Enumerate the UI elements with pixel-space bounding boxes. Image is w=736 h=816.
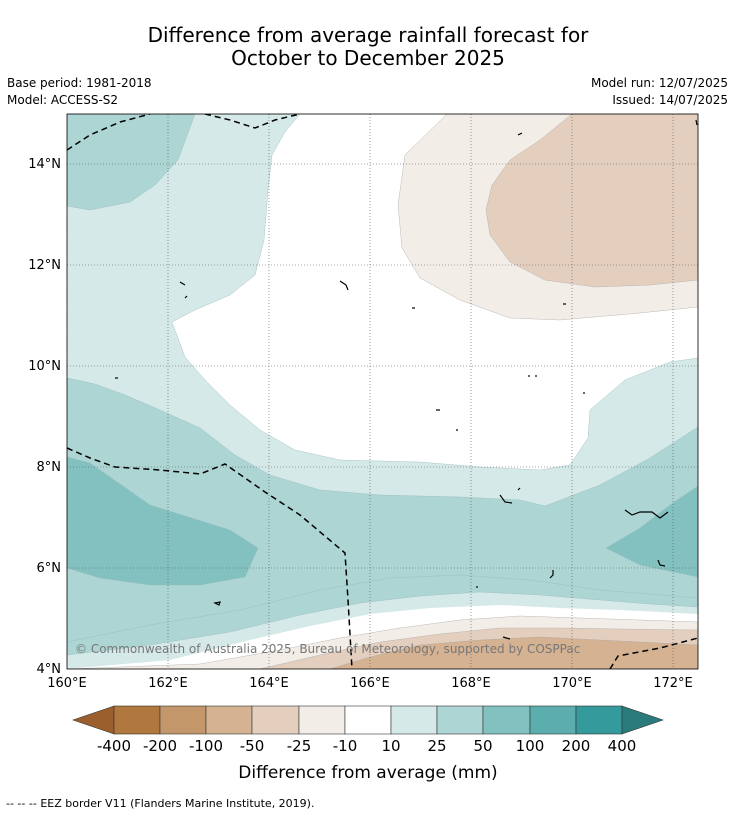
lon-label-168e: 168°E <box>451 676 491 691</box>
colorbar-swatch-3 <box>205 705 253 735</box>
colorbar-swatch-2 <box>159 705 207 735</box>
colorbar-label: 50 <box>473 737 492 755</box>
colorbar-swatch-5 <box>298 705 346 735</box>
base-period: Base period: 1981-2018 <box>7 76 152 90</box>
model-name: Model: ACCESS-S2 <box>7 93 119 107</box>
eez-legend-symbol: -- -- -- <box>6 797 37 810</box>
lon-label-160e: 160°E <box>47 676 87 691</box>
rainfall-map <box>67 114 698 669</box>
colorbar-title: Difference from average (mm) <box>238 763 497 783</box>
lon-label-162e: 162°E <box>148 676 188 691</box>
eez-borders <box>67 114 698 669</box>
colorbar-label: 200 <box>562 737 591 755</box>
issued-date: Issued: 14/07/2025 <box>612 93 728 107</box>
colorbar-swatch-7 <box>390 705 438 735</box>
lat-label-12n: 12°N <box>28 258 61 273</box>
colorbar-swatch-9 <box>482 705 531 735</box>
map-frame <box>66 113 699 670</box>
colorbar-swatch-11 <box>575 705 623 735</box>
band-50-100 <box>67 456 698 586</box>
lon-label-164e: 164°E <box>249 676 289 691</box>
colorbar-swatch-8 <box>436 705 484 735</box>
band-neg50-neg25-north <box>485 114 698 288</box>
colorbar-swatch-6 <box>344 705 392 735</box>
islands <box>115 119 698 640</box>
colorbar-label: 100 <box>516 737 545 755</box>
colorbar-swatch-1 <box>113 705 161 735</box>
eez-legend: -- -- -- EEZ border V11 (Flanders Marine… <box>6 797 314 810</box>
lat-label-8n: 8°N <box>37 460 62 475</box>
lat-label-10n: 10°N <box>28 359 61 374</box>
lat-labels: 14°N 12°N 10°N 8°N 6°N 4°N <box>28 157 61 677</box>
colorbar-label: -10 <box>333 737 358 755</box>
title-line1: Difference from average rainfall forecas… <box>147 23 589 47</box>
colorbar-label: 25 <box>427 737 446 755</box>
colorbar-label: -100 <box>189 737 223 755</box>
eez-legend-text: EEZ border V11 (Flanders Marine Institut… <box>40 797 315 810</box>
colorbar <box>72 705 664 735</box>
colorbar-label: -400 <box>97 737 131 755</box>
gridlines <box>67 114 698 669</box>
title-line2: October to December 2025 <box>231 46 505 70</box>
colorbar-extend-high <box>621 705 664 735</box>
colorbar-label: -50 <box>240 737 265 755</box>
colorbar-labels: -400 -200 -100 -50 -25 -10 10 25 50 100 … <box>97 737 636 755</box>
lat-label-4n: 4°N <box>37 662 62 677</box>
colorbar-label: -200 <box>143 737 177 755</box>
colorbar-swatch-4 <box>251 705 300 735</box>
colorbar-label: -25 <box>287 737 312 755</box>
lon-label-170e: 170°E <box>552 676 592 691</box>
colorbar-label: 10 <box>381 737 400 755</box>
model-run: Model run: 12/07/2025 <box>590 76 728 90</box>
colorbar-extend-low <box>72 705 115 735</box>
copyright-notice: © Commonwealth of Australia 2025, Bureau… <box>75 642 580 656</box>
colorbar-label: 400 <box>608 737 637 755</box>
band-neg100-neg50-south <box>329 636 698 669</box>
colorbar-swatch-10 <box>529 705 577 735</box>
lat-label-6n: 6°N <box>37 561 62 576</box>
lon-label-172e: 172°E <box>653 676 693 691</box>
lon-labels: 160°E 162°E 164°E 166°E 168°E 170°E 172°… <box>47 676 693 691</box>
lon-label-166e: 166°E <box>350 676 390 691</box>
lat-label-14n: 14°N <box>28 157 61 172</box>
